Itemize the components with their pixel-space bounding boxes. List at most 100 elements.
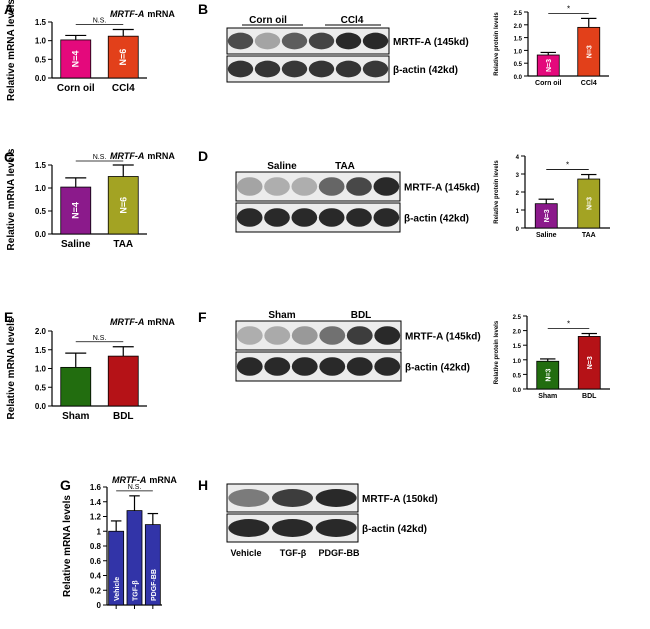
blot-band (236, 208, 263, 227)
y-tick-label: 0 (97, 601, 102, 610)
blot-band (291, 326, 318, 345)
y-axis-label: Relative protein levels (494, 160, 500, 224)
y-axis-label: Relative mRNA levels (6, 0, 17, 101)
blot-band (318, 177, 345, 196)
blot-h: H MRTF-A (150kd) β-actin (42kd) Vehicle TGF-… (198, 477, 438, 558)
significance-label: N.S. (93, 335, 107, 342)
blot-band (362, 60, 389, 78)
significance-label: * (567, 4, 570, 13)
blot-band (281, 32, 308, 50)
blot-band (374, 357, 401, 376)
y-tick-label: 4 (516, 155, 520, 161)
y-tick-label: 2.5 (514, 11, 523, 17)
y-tick-label: 2.0 (514, 24, 523, 30)
y-tick-label: 0.0 (35, 74, 47, 83)
bar-inner-label: Vehicle (114, 577, 121, 601)
bar-inner-label: N=6 (118, 197, 128, 214)
blot-band (308, 60, 335, 78)
bar-inner-label: N=4 (71, 202, 81, 219)
bar-inner-label: N=3 (587, 197, 594, 210)
y-tick-label: 1.5 (35, 18, 47, 27)
blot-band (271, 519, 314, 537)
blot-band (236, 326, 263, 345)
bar-inner-label: N=3 (544, 209, 551, 222)
blot-band (315, 519, 357, 537)
panel-letter: E (4, 309, 13, 325)
panel-letter: F (198, 309, 207, 325)
blot-band (236, 177, 263, 196)
x-tick-label: TAA (582, 232, 596, 239)
blot-band (264, 357, 291, 376)
y-tick-label: 0.5 (35, 207, 47, 216)
y-tick-label: 0.5 (513, 373, 522, 379)
blot-strip-actin (226, 55, 390, 83)
x-tick-label: BDL (582, 393, 597, 400)
y-axis-label: Relative mRNA levels (6, 317, 17, 419)
y-tick-label: 1.6 (90, 483, 102, 492)
blot-band (346, 357, 373, 376)
chart-title-gene: MRTF-A (110, 9, 144, 19)
blot-band (346, 326, 373, 345)
y-tick-label: 1.0 (514, 49, 523, 55)
blot-band (291, 177, 318, 196)
y-tick-label: 1 (97, 527, 102, 536)
y-tick-label: 2.0 (35, 327, 47, 336)
panel-d: D 0 1 2 3 4 Relative protein levels N=3 Saline N=… (198, 148, 610, 239)
blot-b: MRTF-A (145kd) β-actin (42kd) Corn oil CCl4 (226, 15, 469, 83)
blot-band (236, 357, 263, 376)
x-tick-label: Saline (61, 239, 91, 250)
band-label: MRTF-A (145kd) (404, 183, 480, 194)
y-tick-label: 1.5 (35, 346, 47, 355)
bar (107, 355, 139, 407)
y-tick-label: 0.5 (514, 62, 523, 68)
y-axis-label: Relative mRNA levels (62, 495, 73, 597)
band-label: MRTF-A (145kd) (405, 332, 481, 343)
chart-title: MRTF-A mRNA (110, 317, 175, 327)
lane-label: Vehicle (230, 548, 261, 558)
x-tick-label: CCl4 (581, 80, 597, 87)
y-tick-label: 2.0 (513, 330, 522, 336)
chart-title-suffix: mRNA (147, 317, 175, 327)
y-tick-label: 1.4 (90, 498, 102, 507)
blot-f: MRTF-A (145kd) β-actin (42kd) Sham BDL (235, 310, 481, 382)
group-label: CCl4 (341, 15, 364, 26)
y-tick-label: 0.0 (513, 388, 522, 394)
chart-title-suffix: mRNA (149, 475, 177, 485)
blot-strip-target (226, 27, 390, 55)
blot-band (227, 32, 254, 50)
panel-letter: H (198, 477, 208, 493)
x-tick-label: Saline (536, 232, 557, 239)
y-tick-label: 0.0 (35, 402, 47, 411)
blot-band (374, 326, 401, 345)
blot-strip-actin (235, 351, 402, 382)
y-tick-label: 0.8 (90, 542, 102, 551)
blot-band (281, 60, 308, 78)
panel-c: C MRTF-A mRNA 0.0 0.5 1.0 1.5 Relative mRNA lev… (4, 148, 175, 250)
y-tick-label: 1.5 (513, 344, 522, 350)
blot-band (264, 326, 291, 345)
panel-b: B 0.0 0.5 1.0 1.5 2.0 2.5 Relative protein leve… (198, 1, 609, 87)
bar-inner-label: N=3 (546, 59, 553, 72)
y-tick-label: 0 (516, 227, 520, 233)
chart-title-gene: MRTF-A (110, 317, 144, 327)
y-tick-label: 1.0 (513, 359, 522, 365)
blot-band (318, 208, 345, 227)
blot-band (373, 177, 400, 196)
band-label: β-actin (42kd) (362, 524, 427, 535)
panel-letter: G (60, 477, 71, 493)
y-axis-label: Relative protein levels (494, 12, 500, 76)
chart-title-gene: MRTF-A (110, 151, 144, 161)
panel-f: F 0.0 0.5 1.0 1.5 2.0 2.5 Relative protein leve… (198, 309, 610, 400)
chart-title: MRTF-A mRNA (110, 151, 175, 161)
band-label: MRTF-A (150kd) (362, 494, 438, 505)
bar (60, 366, 92, 407)
x-tick-label: Sham (62, 411, 89, 422)
group-label: Saline (267, 161, 297, 172)
blot-band (346, 208, 372, 227)
blot-band (346, 177, 372, 196)
panel-a: A MRTF-A mRNA 0.0 0.5 1.0 1.5 Relative mRNA lev… (4, 0, 175, 101)
panel-letter: D (198, 148, 208, 164)
y-tick-label: 0.4 (90, 572, 102, 581)
significance-label: * (567, 320, 570, 329)
chart-title: MRTF-A mRNA (112, 475, 177, 485)
